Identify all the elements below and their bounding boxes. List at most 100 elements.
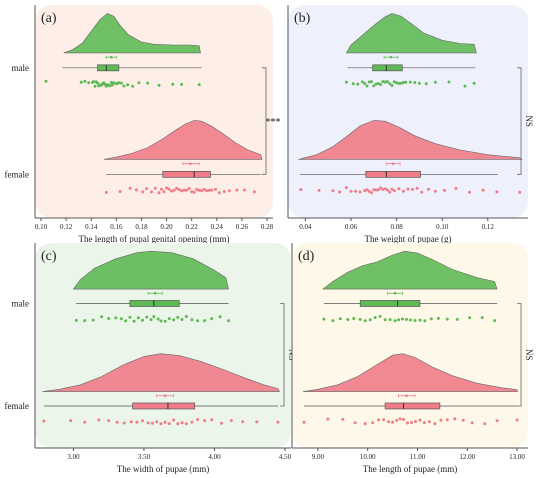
data-point <box>367 189 371 193</box>
group-label: female <box>5 169 29 179</box>
data-point <box>397 81 401 85</box>
panel-c: 3.00 3.50 4.00 4.50 The width of pupae (mm) (… <box>5 243 297 474</box>
x-axis-label: The length of pupal genital opening (mm) <box>79 234 230 244</box>
data-point <box>175 186 179 190</box>
data-point <box>118 190 122 193</box>
x-tick-label: 3.50 <box>138 453 151 461</box>
data-point <box>483 422 487 426</box>
data-point <box>128 186 132 190</box>
data-point <box>472 81 476 85</box>
data-point <box>74 318 78 322</box>
data-point <box>406 421 409 425</box>
data-point <box>463 84 467 88</box>
data-point <box>190 420 194 424</box>
data-point <box>433 189 437 193</box>
data-point <box>171 82 175 86</box>
data-point <box>445 418 449 422</box>
data-point <box>346 318 350 321</box>
mean-point <box>163 394 167 398</box>
data-point <box>381 80 385 84</box>
mean-point <box>391 162 395 165</box>
x-tick-label: 0.20 <box>160 223 173 231</box>
data-point <box>190 318 194 322</box>
data-point <box>356 82 360 86</box>
data-point <box>453 417 457 421</box>
data-point <box>196 319 200 323</box>
x-tick-label: 0.28 <box>261 223 274 231</box>
significance-label: NS <box>524 349 534 361</box>
box-iqr <box>384 402 441 410</box>
data-point <box>344 186 348 190</box>
data-point <box>122 84 126 88</box>
data-point <box>160 187 163 191</box>
panel-background <box>288 5 528 218</box>
data-point <box>149 318 153 322</box>
data-point <box>184 422 188 426</box>
data-point <box>518 190 522 194</box>
data-point <box>422 421 426 425</box>
panel-background <box>292 243 528 448</box>
data-point <box>381 188 385 191</box>
data-point <box>429 317 433 321</box>
group-label: male <box>12 298 30 308</box>
box-iqr <box>162 170 211 178</box>
data-point <box>368 318 372 322</box>
data-point <box>401 317 404 321</box>
data-point <box>468 316 472 320</box>
box-iqr <box>129 300 180 307</box>
data-point <box>180 421 184 425</box>
data-point <box>96 81 99 85</box>
data-point <box>83 319 87 323</box>
data-point <box>235 188 239 192</box>
data-point <box>134 188 138 192</box>
data-point <box>383 80 387 84</box>
data-point <box>165 186 169 190</box>
significance-bracket <box>517 67 522 175</box>
group-label: female <box>5 401 29 411</box>
data-point <box>150 190 153 194</box>
data-point <box>197 188 201 192</box>
data-point <box>405 317 408 321</box>
data-point <box>374 82 378 86</box>
data-point <box>131 84 135 88</box>
group-male: male <box>12 13 202 88</box>
mean-point <box>405 394 408 398</box>
data-point <box>145 187 148 191</box>
data-point <box>87 81 91 85</box>
significance-label: NS <box>524 115 534 127</box>
data-point <box>363 422 367 426</box>
data-point <box>115 420 119 424</box>
data-point <box>454 186 458 190</box>
x-axis-label: The length of pupae (mm) <box>363 464 457 474</box>
data-point <box>365 188 369 192</box>
data-point <box>220 421 223 425</box>
data-point <box>401 80 405 84</box>
data-point <box>241 420 245 424</box>
x-tick-label: 11.00 <box>410 453 426 461</box>
data-point <box>317 188 321 192</box>
data-point <box>371 421 375 425</box>
panel-label: (d) <box>298 249 315 264</box>
data-point <box>360 80 364 84</box>
data-point <box>185 188 189 192</box>
data-point <box>420 190 424 194</box>
data-point <box>242 188 246 192</box>
data-point <box>388 82 392 86</box>
panel-d: 9.00 10.00 11.00 12.00 13.00 The length of pu… <box>291 243 534 474</box>
data-point <box>495 419 499 423</box>
group-male: male <box>12 250 231 323</box>
data-point <box>227 319 231 323</box>
data-point <box>388 190 392 194</box>
data-point <box>415 186 419 190</box>
x-tick-label: 0.04 <box>299 223 312 231</box>
data-point <box>443 188 446 192</box>
data-point <box>417 81 421 85</box>
data-point <box>227 189 231 193</box>
data-point <box>299 188 303 191</box>
density-cloud <box>298 120 523 160</box>
data-point <box>205 189 209 193</box>
box-iqr <box>132 402 196 410</box>
data-point <box>159 319 163 323</box>
data-point <box>402 418 405 421</box>
data-point <box>210 317 214 321</box>
